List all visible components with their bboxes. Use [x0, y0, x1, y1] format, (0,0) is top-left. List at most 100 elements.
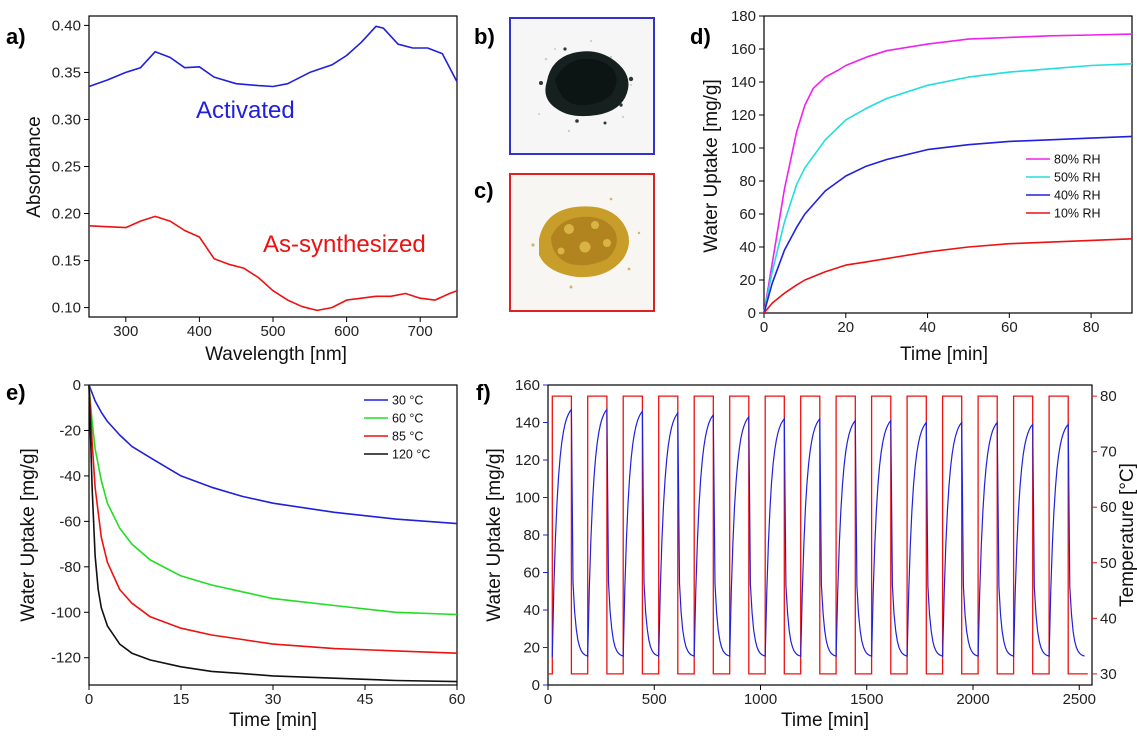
- y-tick-label: -80: [59, 559, 81, 576]
- series-line-85-c: [88, 384, 458, 654]
- y-tick-label: 160: [515, 377, 540, 394]
- photo-activated-sample: [509, 17, 655, 155]
- panel-label-d: d): [690, 24, 711, 49]
- x-tick-label: 40: [919, 319, 936, 336]
- x-tick-label: 15: [173, 691, 190, 708]
- x-tick-label: 700: [408, 323, 433, 340]
- series-line-60-c: [88, 384, 458, 616]
- y-right-tick-label: 80: [1100, 388, 1117, 405]
- panel-label-a: a): [6, 24, 26, 49]
- x-tick-label: 30: [265, 691, 282, 708]
- series-line-temperature: [548, 395, 1088, 675]
- x-tick-label: 0: [760, 319, 768, 336]
- y-tick-label: 100: [731, 140, 756, 157]
- y-tick-label: -120: [51, 650, 81, 667]
- y-tick-label: 160: [731, 41, 756, 58]
- x-tick-label: 2000: [956, 691, 989, 708]
- plot-frame: [88, 15, 458, 318]
- y-tick-label: 60: [523, 565, 540, 582]
- series-line-80-rh: [763, 33, 1133, 314]
- y-tick-label: -60: [59, 513, 81, 530]
- series-line-water-uptake: [551, 407, 1085, 657]
- series-line-as-synthesized: [88, 215, 458, 312]
- x-tick-label: 0: [85, 691, 93, 708]
- photo-as-synthesized-sample: [509, 173, 655, 312]
- x-tick-label: 1000: [744, 691, 777, 708]
- panel-label-e: e): [6, 380, 26, 405]
- series-line-120-c: [88, 384, 458, 683]
- panel-d-ylabel: Water Uptake [mg/g]: [701, 79, 722, 253]
- chart-panel-a: Wavelength [nm] Absorbance Activated As-…: [24, 15, 458, 365]
- panel-f-ylabel-left: Water Uptake [mg/g]: [484, 448, 505, 622]
- legend-entry: 10% RH: [1054, 207, 1101, 221]
- y-tick-label: 140: [515, 415, 540, 432]
- y-tick-label: 0: [532, 677, 540, 694]
- x-tick-label: 60: [449, 691, 466, 708]
- panel-e-xlabel: Time [min]: [229, 710, 317, 731]
- x-tick-label: 60: [1001, 319, 1018, 336]
- y-tick-label: 0.30: [52, 111, 81, 128]
- x-tick-label: 500: [642, 691, 667, 708]
- panel-label-f: f): [476, 380, 491, 405]
- y-tick-label: 40: [739, 239, 756, 256]
- y-tick-label: 0.25: [52, 159, 81, 176]
- y-tick-label: 0.40: [52, 17, 81, 34]
- y-tick-label: 0: [73, 377, 81, 394]
- chart-panel-f: Time [min] Water Uptake [mg/g] Temperatu…: [484, 377, 1137, 731]
- y-tick-label: 140: [731, 74, 756, 91]
- panel-f-ylabel-right: Temperature [°C]: [1117, 463, 1137, 607]
- panel-label-b: b): [474, 24, 495, 49]
- y-right-tick-label: 60: [1100, 499, 1117, 516]
- y-right-tick-label: 70: [1100, 444, 1117, 461]
- panel-f-xlabel: Time [min]: [781, 710, 869, 731]
- chart-panel-e: Time [min] Water Uptake [mg/g] 0 15 30 45 60…: [18, 377, 465, 731]
- y-tick-label: -20: [59, 422, 81, 439]
- legend-entry: 40% RH: [1054, 189, 1101, 203]
- panel-a-xlabel: Wavelength [nm]: [205, 344, 347, 365]
- panel-d-xlabel: Time [min]: [900, 344, 988, 365]
- y-tick-label: 80: [523, 527, 540, 544]
- y-right-tick-label: 30: [1100, 666, 1117, 683]
- y-tick-label: -100: [51, 604, 81, 621]
- x-tick-label: 45: [357, 691, 374, 708]
- series-line-40-rh: [763, 135, 1133, 314]
- y-tick-label: 100: [515, 490, 540, 507]
- y-tick-label: 120: [731, 107, 756, 124]
- x-tick-label: 500: [260, 323, 285, 340]
- x-tick-label: 1500: [850, 691, 883, 708]
- legend-entry: 80% RH: [1054, 153, 1101, 167]
- y-tick-label: 0.20: [52, 206, 81, 223]
- x-tick-label: 2500: [1063, 691, 1096, 708]
- panel-label-c: c): [474, 178, 494, 203]
- legend-entry: 120 °C: [392, 448, 430, 462]
- legend-entry: 60 °C: [392, 412, 423, 426]
- x-tick-label: 600: [334, 323, 359, 340]
- x-tick-label: 300: [113, 323, 138, 340]
- annotation-as-synthesized: As-synthesized: [263, 231, 426, 258]
- annotation-activated: Activated: [196, 97, 295, 124]
- y-tick-label: 0.10: [52, 300, 81, 317]
- series-line-50-rh: [763, 63, 1133, 314]
- legend-entry: 85 °C: [392, 430, 423, 444]
- chart-panel-d: Time [min] Water Uptake [mg/g] 0 20 40 60 80…: [701, 8, 1133, 365]
- x-tick-label: 20: [837, 319, 854, 336]
- y-tick-label: 0.15: [52, 253, 81, 270]
- y-tick-label: 20: [523, 640, 540, 657]
- legend-entry: 30 °C: [392, 394, 423, 408]
- yellow-powder-image: [511, 175, 653, 310]
- y-tick-label: 0: [748, 305, 756, 322]
- plot-frame: [763, 15, 1133, 314]
- y-tick-label: 20: [739, 272, 756, 289]
- y-tick-label: 60: [739, 206, 756, 223]
- x-tick-label: 400: [187, 323, 212, 340]
- y-tick-label: 80: [739, 173, 756, 190]
- y-tick-label: 0.35: [52, 64, 81, 81]
- panel-a-ylabel: Absorbance: [24, 116, 45, 217]
- series-line-10-rh: [763, 238, 1133, 314]
- y-tick-label: 180: [731, 8, 756, 25]
- y-tick-label: 40: [523, 602, 540, 619]
- y-right-tick-label: 40: [1100, 610, 1117, 627]
- series-line-activated: [88, 25, 458, 88]
- black-powder-image: [511, 19, 653, 153]
